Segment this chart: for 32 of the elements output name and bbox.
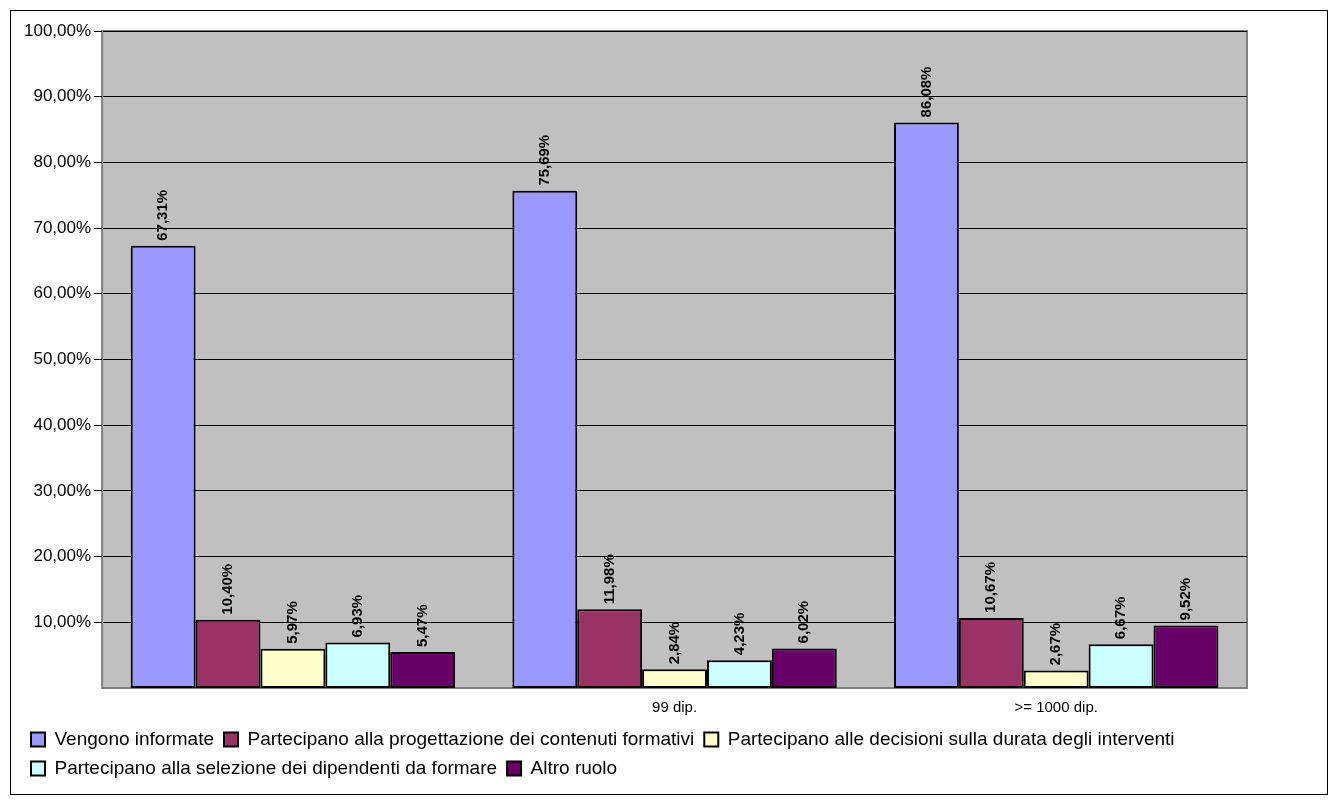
y-tick-label: 40,00% — [33, 414, 92, 434]
y-tick-label: 50,00% — [33, 349, 92, 369]
y-tick-label: 20,00% — [33, 546, 92, 566]
data-label: 5,97% — [283, 601, 301, 644]
data-label: 6,67% — [1111, 596, 1129, 640]
legend-label: Partecipano alle decisioni sulla durata degli interventi — [727, 727, 1175, 749]
y-tick-label: 10,00% — [33, 611, 92, 631]
data-label: 86,08% — [916, 66, 934, 118]
data-label: 6,02% — [794, 600, 812, 644]
legend-label: Altro ruolo — [530, 756, 618, 778]
data-label: 11,98% — [599, 554, 617, 605]
legend-label: Partecipano alla selezione dei dipendenti da formare — [54, 756, 498, 778]
data-label: 4,23% — [729, 612, 747, 656]
legend-label: Partecipano alla progettazione dei contenuti formativi — [247, 727, 695, 749]
data-label: 5,47% — [412, 604, 430, 648]
y-tick-label: 70,00% — [33, 217, 92, 237]
data-label: 6,93% — [347, 594, 365, 638]
y-tick-label: 60,00% — [33, 283, 92, 303]
data-label: 2,84% — [664, 621, 682, 665]
x-tick-label: >= 1000 dip. — [1014, 698, 1098, 716]
y-tick-label: 100,00% — [23, 20, 92, 40]
x-tick-label: 99 dip. — [652, 698, 698, 716]
y-tick-label: 80,00% — [33, 152, 92, 172]
y-tick-label: 30,00% — [33, 480, 92, 500]
data-label: 10,40% — [218, 563, 236, 615]
data-label: 67,31% — [153, 189, 171, 241]
data-label: 2,67% — [1046, 622, 1064, 666]
data-label: 9,52% — [1176, 577, 1194, 621]
data-label: 75,69% — [534, 134, 552, 186]
data-label: 10,67% — [981, 562, 999, 613]
y-tick-label: 90,00% — [33, 86, 92, 106]
legend-label: Vengono informate — [54, 727, 215, 749]
